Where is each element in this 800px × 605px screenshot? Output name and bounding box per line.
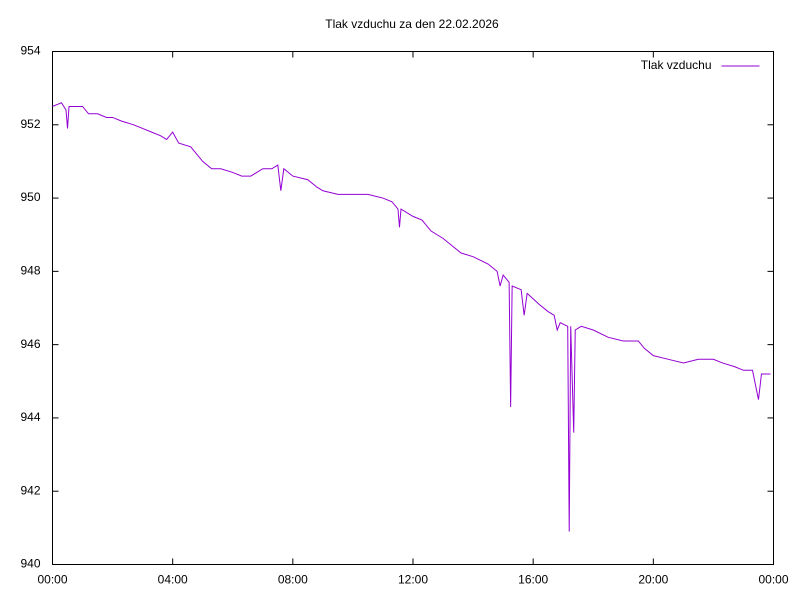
x-tick-label: 20:00 <box>638 573 668 587</box>
y-tick-label: 946 <box>20 337 40 351</box>
x-tick-label: 16:00 <box>518 573 548 587</box>
x-tick-label: 08:00 <box>278 573 308 587</box>
y-tick-label: 952 <box>20 117 40 131</box>
y-tick-label: 944 <box>20 410 40 424</box>
x-tick-label: 00:00 <box>758 573 788 587</box>
y-tick-label: 942 <box>20 483 40 497</box>
y-tick-label: 940 <box>20 557 40 571</box>
y-tick-label: 948 <box>20 264 40 278</box>
y-tick-label: 954 <box>20 44 40 58</box>
x-tick-label: 04:00 <box>158 573 188 587</box>
x-tick-label: 00:00 <box>37 573 67 587</box>
data-line <box>52 102 771 532</box>
x-tick-label: 12:00 <box>398 573 428 587</box>
chart-title: Tlak vzduchu za den 22.02.2026 <box>325 17 499 31</box>
y-tick-label: 950 <box>20 190 40 204</box>
legend-label: Tlak vzduchu <box>641 58 712 72</box>
